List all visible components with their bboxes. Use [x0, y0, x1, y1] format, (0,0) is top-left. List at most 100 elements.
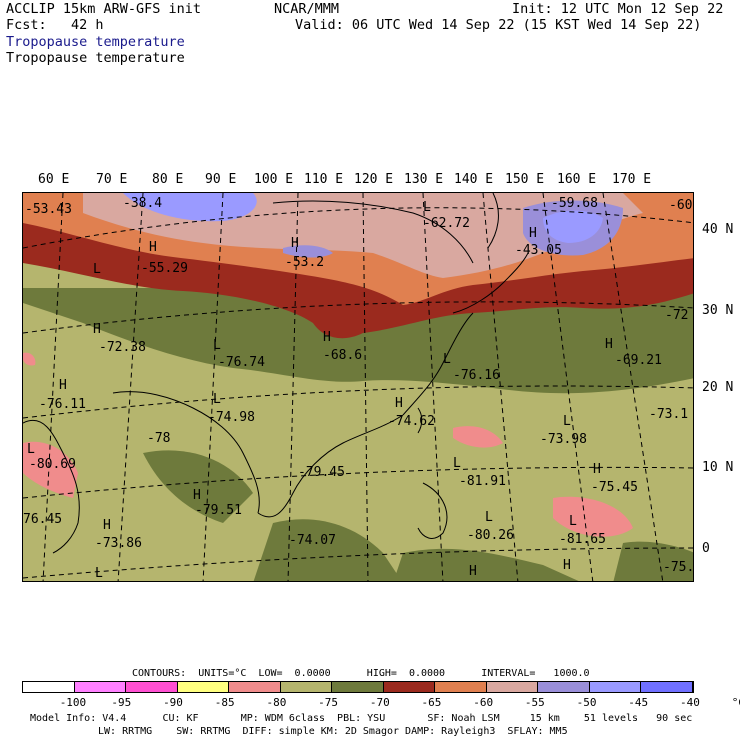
color-scale-bar: [22, 681, 694, 693]
model-info-line2: LW: RRTMG SW: RRTMG DIFF: simple KM: 2D …: [98, 726, 568, 737]
model-info-line1: Model Info: V4.4 CU: KF MP: WDM 6class P…: [30, 713, 693, 724]
contour-label: -60: [669, 198, 693, 213]
lat-label: 0: [702, 541, 710, 556]
lon-label: 140 E: [454, 172, 494, 187]
lat-label: 40 N: [702, 222, 734, 237]
contour-label: -78: [147, 431, 171, 446]
color-scale-tick-label: -95: [111, 696, 132, 709]
contour-label: -72: [665, 308, 689, 323]
low-marker: L: [453, 456, 461, 471]
contour-label: -76.11: [39, 397, 86, 412]
contour-label: -73.98: [540, 432, 587, 447]
low-marker: L: [485, 510, 493, 525]
init-time: Init: 12 UTC Mon 12 Sep 22: [512, 1, 724, 17]
contour-label: -75.: [663, 560, 694, 575]
contour-label: -80.69: [29, 457, 76, 472]
contour-label: -74.07: [289, 533, 336, 548]
lon-label: 170 E: [612, 172, 652, 187]
color-scale-swatch: [126, 682, 178, 692]
low-marker: L: [569, 514, 577, 529]
tropopause-temperature-map: -53.43 -38.4 -55.29 -53.2 -62.72 -59.68 …: [22, 192, 694, 582]
contour-label: -74.62: [388, 414, 435, 429]
color-scale-tick-label: -55: [524, 696, 545, 709]
color-scale-swatch: [589, 682, 642, 692]
color-scale-tick-label: -40: [680, 696, 700, 709]
color-scale-tick-label: -85: [214, 696, 235, 709]
contour-label: -72.38: [99, 340, 146, 355]
low-marker: L: [213, 338, 221, 353]
low-marker: L: [423, 200, 431, 215]
contour-label: -53.2: [285, 255, 325, 270]
contour-label: -79.45: [298, 465, 345, 480]
color-scale-swatch: [383, 682, 436, 692]
color-scale-swatch: [538, 682, 590, 692]
high-marker: H: [593, 462, 601, 477]
contour-label: -81.65: [559, 532, 606, 547]
low-marker: L: [563, 414, 571, 429]
contour-label: -53.43: [25, 202, 72, 217]
lat-label: 10 N: [702, 460, 734, 475]
color-scale-tick-label: -90: [163, 696, 183, 709]
low-marker: L: [95, 566, 103, 581]
color-scale-tick-label: -100: [59, 696, 87, 709]
high-marker: H: [323, 330, 331, 345]
high-marker: H: [193, 488, 201, 503]
color-scale-swatch: [23, 682, 75, 692]
low-marker: L: [213, 392, 221, 407]
high-marker: H: [469, 564, 477, 579]
contour-label: -69.21: [615, 353, 662, 368]
map-field-svg: [23, 193, 693, 581]
contour-label: -73.1: [649, 407, 689, 422]
contour-label: -62.72: [423, 216, 470, 231]
high-marker: H: [563, 558, 571, 573]
low-marker: L: [93, 262, 101, 277]
high-marker: H: [149, 240, 157, 255]
lon-label: 70 E: [96, 172, 128, 187]
contour-label: -76.16: [453, 368, 500, 383]
lat-label: 30 N: [702, 303, 734, 318]
contour-label: -38.4: [123, 196, 163, 211]
color-scale-swatch: [280, 682, 333, 692]
contour-label: -81.91: [459, 474, 506, 489]
low-marker: L: [27, 442, 35, 457]
lon-label: 150 E: [505, 172, 545, 187]
lon-label: 100 E: [254, 172, 294, 187]
color-scale-tick-label: -70: [369, 696, 390, 709]
contour-label: -74.98: [208, 410, 255, 425]
contour-label: -80.26: [467, 528, 514, 543]
contour-label: -79.51: [195, 503, 242, 518]
color-scale-tick-label: -45: [628, 696, 649, 709]
color-scale-tick-label: -75: [318, 696, 339, 709]
lon-label: 130 E: [404, 172, 444, 187]
color-scale-swatch: [486, 682, 539, 692]
contours-info: CONTOURS: UNITS=°C LOW= 0.0000 HIGH= 0.0…: [132, 668, 590, 679]
lon-label: 120 E: [354, 172, 394, 187]
high-marker: H: [59, 378, 67, 393]
color-scale-tick-label: -80: [266, 696, 287, 709]
lon-label: 80 E: [152, 172, 184, 187]
high-marker: H: [395, 396, 403, 411]
field-title-contours: Tropopause temperature: [6, 34, 185, 50]
color-scale-tick-label: -65: [421, 696, 442, 709]
high-marker: H: [291, 236, 299, 251]
lon-label: 60 E: [38, 172, 70, 187]
high-marker: H: [605, 337, 613, 352]
color-scale-swatch: [177, 682, 230, 692]
lon-label: 160 E: [557, 172, 597, 187]
high-marker: H: [529, 226, 537, 241]
high-marker: H: [93, 322, 101, 337]
color-scale-swatch: [229, 682, 281, 692]
color-scale-tick-label: °C: [731, 696, 740, 709]
contour-label: -68.6: [323, 348, 363, 363]
lon-label: 110 E: [304, 172, 344, 187]
contour-label: 76.45: [23, 512, 63, 527]
color-scale-swatch: [641, 682, 693, 692]
color-scale-tick-label: -50: [576, 696, 597, 709]
lat-label: 20 N: [702, 380, 734, 395]
contour-label: -43.05: [515, 243, 562, 258]
forecast-hour: Fcst: 42 h: [6, 17, 104, 33]
color-scale-tick-label: -60: [473, 696, 494, 709]
organization: NCAR/MMM: [274, 1, 340, 17]
contour-label: -76.74: [218, 355, 265, 370]
color-scale-swatch: [74, 682, 127, 692]
